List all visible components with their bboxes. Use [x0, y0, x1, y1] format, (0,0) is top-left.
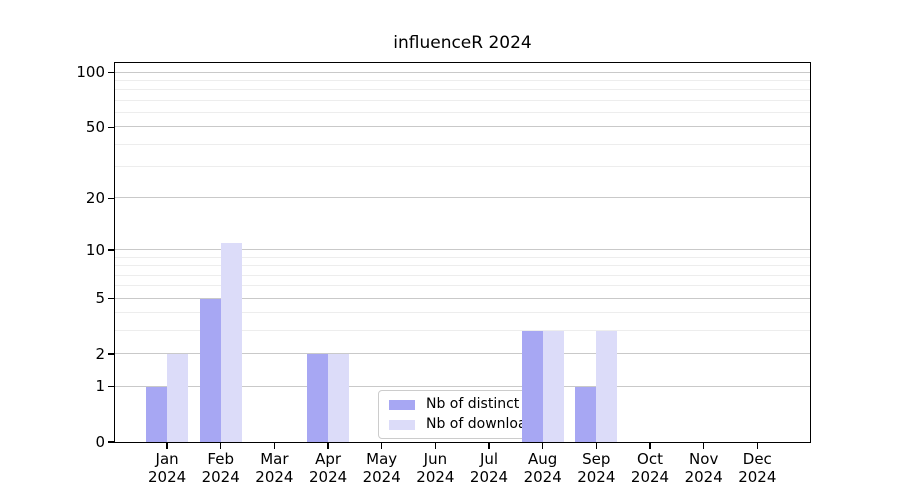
plot-area: Nb of distinct IPs Nb of downloads 0 1 2 5 1… — [76, 62, 811, 486]
legend-entry-distinct-ips: Nb of distinct IPs — [389, 397, 543, 412]
gridline-minor-40 — [115, 143, 810, 145]
x-tick-2 — [273, 442, 276, 449]
y-tick-label-10: 10 — [85, 240, 105, 259]
gridline-minor-6 — [115, 285, 810, 287]
x-tick-6 — [488, 442, 490, 449]
x-tick-label-1: Feb 2024 — [201, 450, 240, 486]
x-tick-7 — [542, 442, 544, 449]
x-tick-5 — [434, 442, 437, 449]
legend-label-downloads: Nb of downloads — [426, 416, 543, 432]
legend-label-distinct-ips: Nb of distinct IPs — [426, 396, 544, 412]
gridline-minor-60 — [115, 111, 810, 113]
gridline-minor-3 — [115, 330, 810, 331]
x-tick-label-5: Jun 2024 — [416, 450, 455, 486]
y-tick-label-50: 50 — [85, 117, 105, 136]
y-tick-label-5: 5 — [95, 289, 105, 308]
x-tick-1 — [220, 442, 222, 449]
legend: Nb of distinct IPs Nb of downloads — [378, 390, 544, 439]
gridline-major-5 — [115, 297, 810, 299]
y-tick-100 — [108, 71, 115, 74]
gridline-major-50 — [115, 126, 810, 128]
x-tick-4 — [381, 442, 383, 449]
gridline-major-100 — [115, 71, 810, 73]
x-tick-3 — [327, 442, 329, 449]
bar-downloads-sep-2024 — [596, 331, 618, 442]
chart-title: influenceR 2024 — [393, 33, 532, 53]
y-tick-5 — [108, 297, 115, 300]
x-tick-label-7: Aug 2024 — [523, 450, 562, 486]
x-tick-label-6: Jul 2024 — [469, 450, 509, 486]
x-tick-label-0: Jan 2024 — [148, 450, 187, 486]
bar-distinct-ips-sep-2024 — [575, 386, 597, 442]
y-tick-label-100: 100 — [76, 63, 105, 82]
legend-entry-downloads: Nb of downloads — [389, 417, 543, 432]
gridline-minor-90 — [115, 79, 810, 81]
gridline-minor-8 — [115, 265, 810, 267]
gridline-major-2 — [115, 353, 810, 355]
x-tick-9 — [649, 442, 651, 449]
x-tick-label-10: Nov 2024 — [684, 450, 723, 486]
gridline-minor-80 — [115, 89, 810, 91]
bar-distinct-ips-apr-2024 — [307, 354, 329, 442]
x-tick-8 — [595, 442, 597, 449]
x-tick-label-4: May 2024 — [362, 450, 401, 486]
x-tick-label-3: Apr 2024 — [309, 450, 348, 486]
gridline-minor-7 — [115, 274, 810, 276]
x-tick-label-2: Mar 2024 — [255, 450, 294, 486]
bar-distinct-ips-jan-2024 — [146, 386, 168, 442]
y-tick-50 — [108, 126, 115, 128]
gridline-minor-30 — [115, 166, 810, 168]
gridline-minor-9 — [115, 256, 810, 258]
bar-downloads-jan-2024 — [167, 354, 189, 442]
x-tick-10 — [703, 442, 705, 449]
bar-distinct-ips-feb-2024 — [199, 298, 221, 442]
y-tick-1 — [108, 385, 115, 388]
x-tick-label-11: Dec 2024 — [738, 450, 777, 486]
y-tick-label-1: 1 — [95, 377, 105, 395]
gridline-minor-4 — [115, 312, 810, 314]
bar-distinct-ips-aug-2024 — [521, 331, 543, 442]
gridline-major-20 — [115, 197, 810, 199]
bar-downloads-apr-2024 — [328, 354, 350, 442]
y-tick-10 — [108, 249, 115, 251]
y-tick-label-0: 0 — [95, 432, 105, 451]
y-tick-0 — [108, 441, 115, 443]
gridline-minor-70 — [115, 99, 810, 101]
y-tick-2 — [108, 353, 115, 355]
x-tick-0 — [166, 442, 168, 449]
y-tick-label-2: 2 — [95, 344, 105, 363]
x-tick-label-8: Sep 2024 — [577, 450, 616, 486]
y-tick-label-20: 20 — [85, 188, 105, 207]
bar-downloads-aug-2024 — [542, 331, 564, 442]
gridline-major-10 — [115, 249, 810, 251]
x-tick-11 — [756, 442, 758, 449]
gridline-major-1 — [115, 385, 810, 387]
x-tick-label-9: Oct 2024 — [630, 450, 670, 486]
y-tick-20 — [108, 197, 115, 199]
bar-downloads-feb-2024 — [220, 243, 242, 442]
legend-swatch-downloads — [389, 419, 415, 430]
legend-swatch-distinct-ips — [389, 399, 415, 410]
